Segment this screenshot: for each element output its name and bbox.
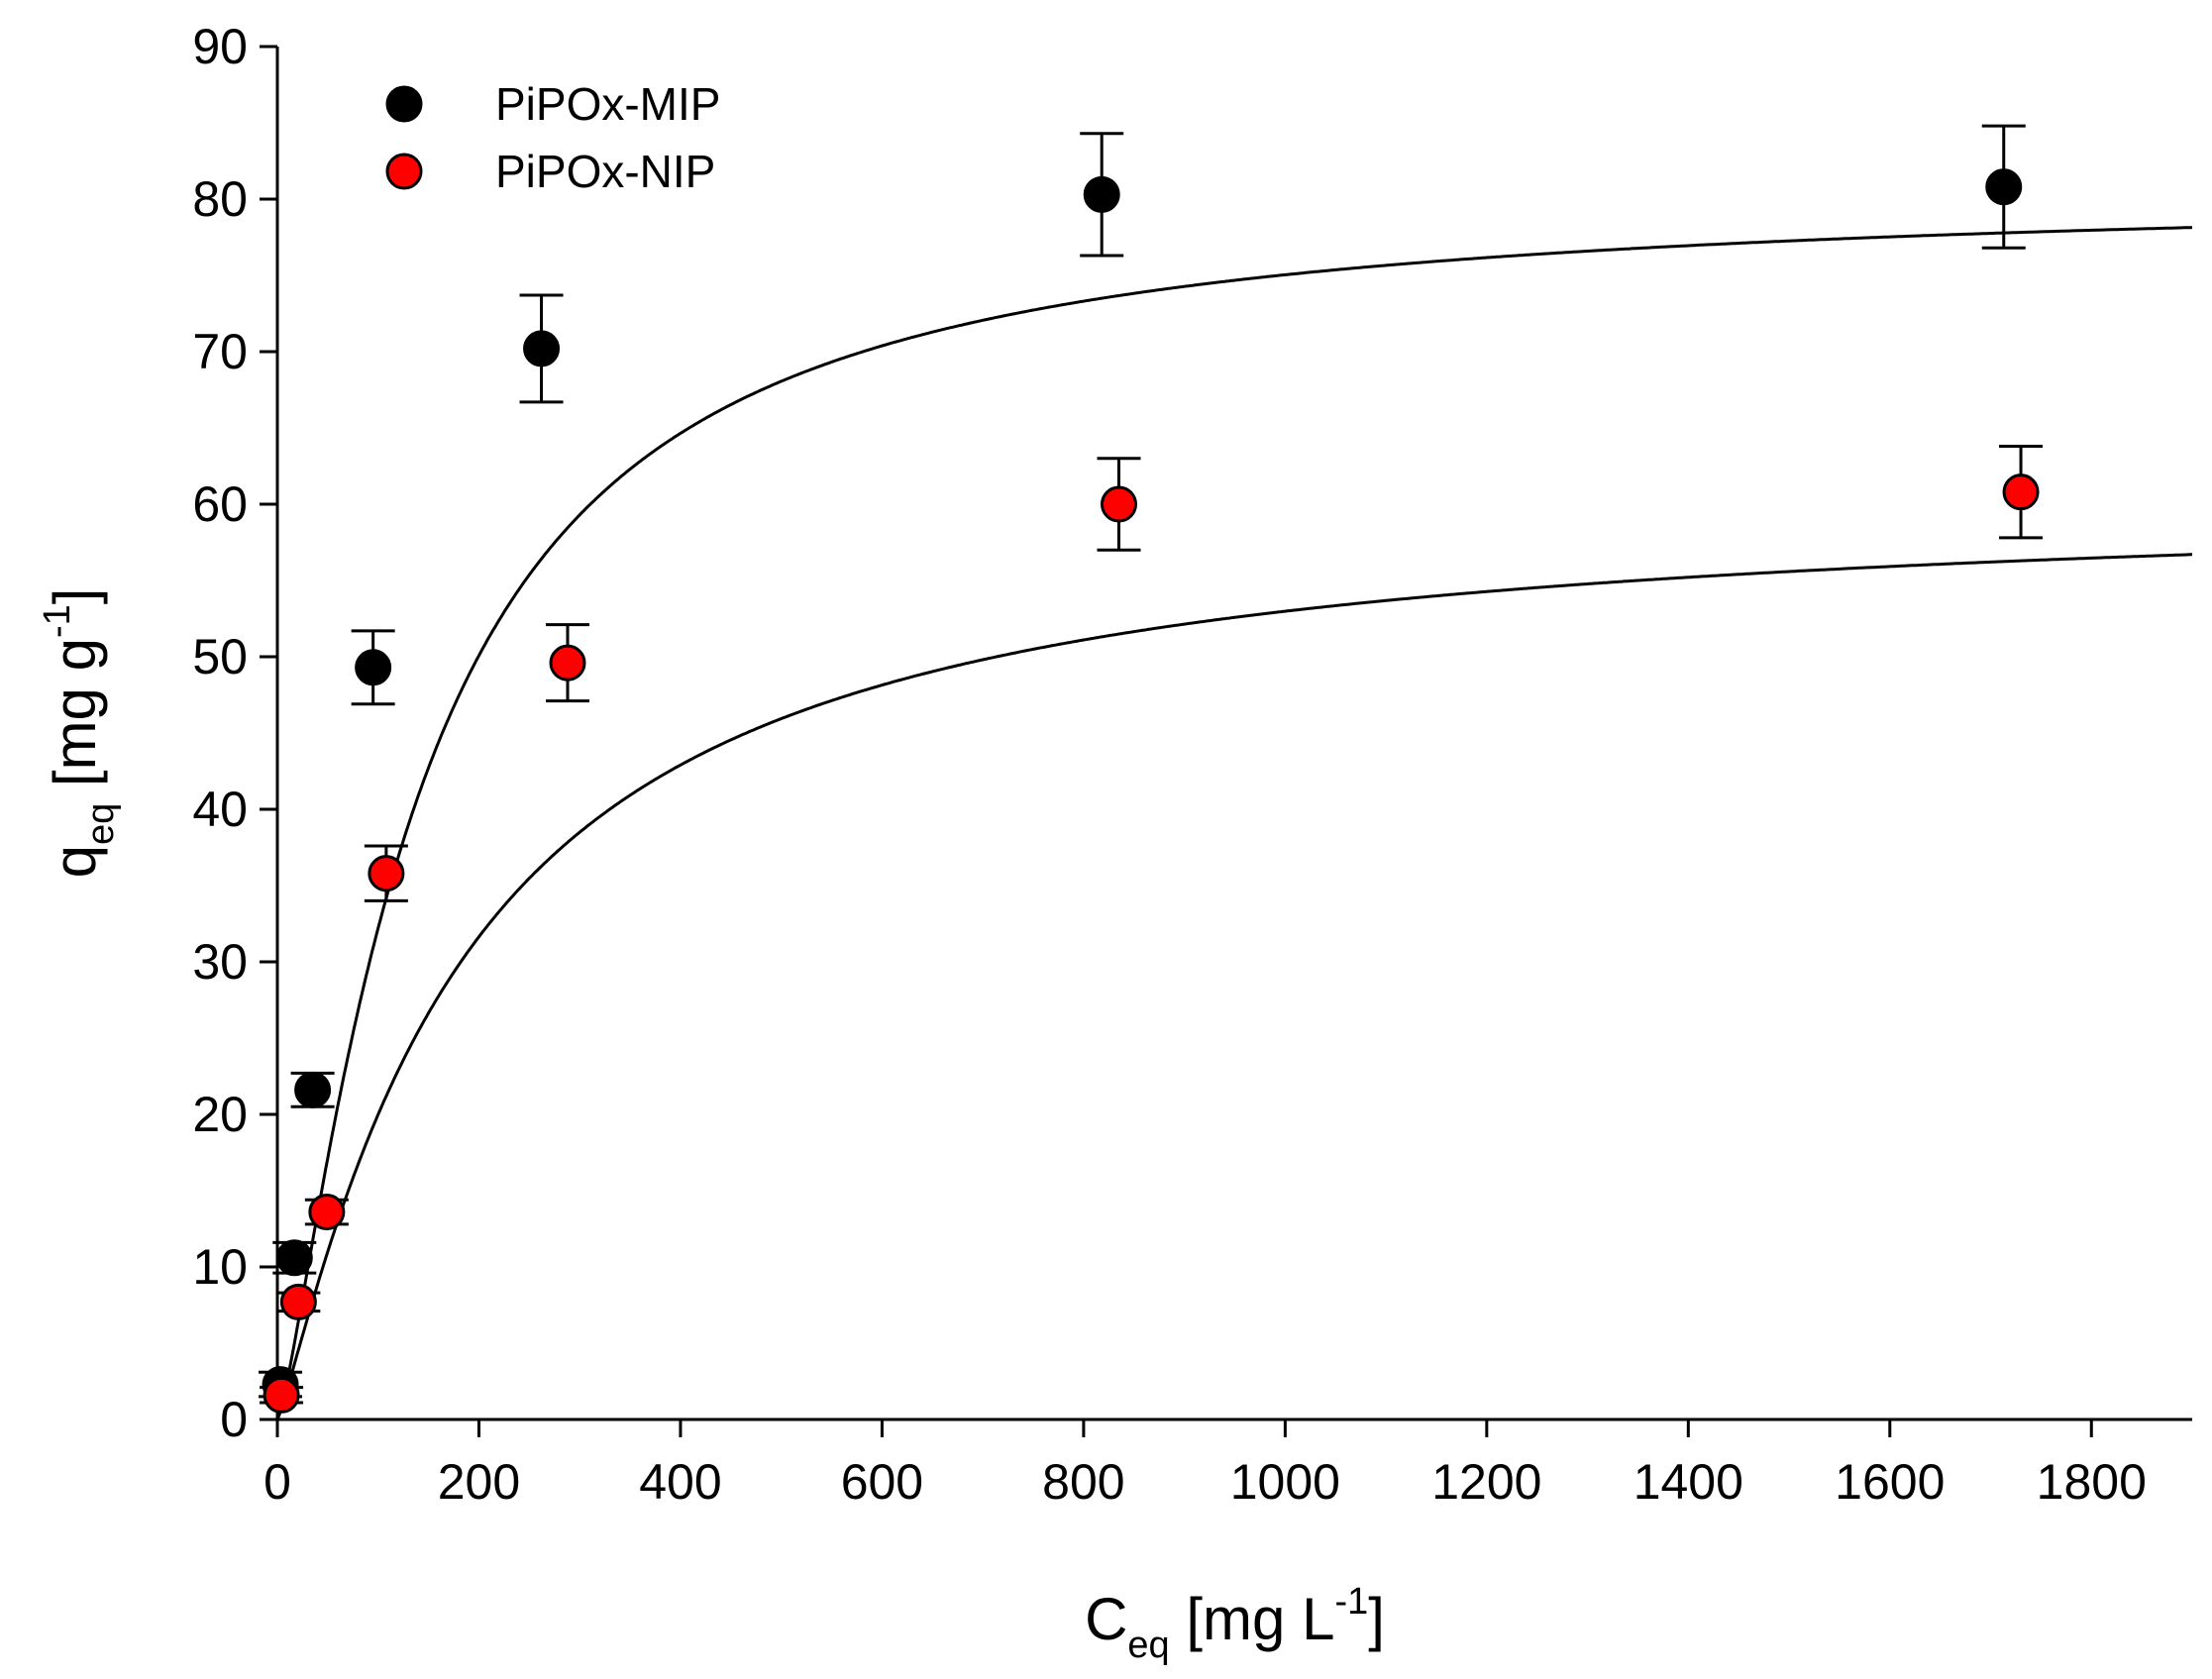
data-point-mip: [355, 649, 392, 686]
y-tick-label: 60: [192, 476, 248, 532]
fit-curve-mip: [275, 226, 2193, 1420]
data-point-mip: [275, 1239, 313, 1277]
legend-marker-nip: [385, 153, 423, 190]
axes: 0 200 400 600 800 1000 1200 1400 1600 1800 0 10 20 30…: [37, 19, 2192, 1666]
axis-title-sub: eq: [80, 803, 122, 845]
y-tick-label: 0: [220, 1392, 248, 1447]
y-tick-label: 80: [192, 171, 248, 227]
x-tick-label: 1400: [1633, 1454, 1743, 1510]
axis-title-end: ]: [42, 588, 108, 605]
y-tick-label: 50: [192, 629, 248, 684]
y-tick-label: 10: [192, 1239, 248, 1295]
legend-marker-mip: [385, 85, 423, 123]
data-point-mip: [294, 1071, 332, 1108]
data-point-nip: [308, 1194, 346, 1231]
data-point-mip: [1985, 168, 2023, 206]
axis-title-sup: -1: [37, 604, 78, 638]
x-tick-label: 1800: [2037, 1454, 2147, 1510]
x-tick-label: 600: [841, 1454, 923, 1510]
fit-curve-nip: [275, 553, 2192, 1420]
y-tick-label: 90: [192, 19, 248, 74]
data-point-nip: [263, 1376, 300, 1414]
data-point-nip: [1101, 485, 1138, 523]
x-tick-label: 1200: [1431, 1454, 1541, 1510]
x-tick-label: 1000: [1230, 1454, 1340, 1510]
legend-label-mip: PiPOx-MIP: [495, 78, 720, 130]
x-tick-label: 1600: [1835, 1454, 1945, 1510]
x-tick-label: 800: [1042, 1454, 1124, 1510]
x-tick-label: 400: [639, 1454, 721, 1510]
axis-title-unit: [mg L: [1170, 1586, 1335, 1652]
x-tick-label: 200: [438, 1454, 520, 1510]
y-tick-label: 20: [192, 1087, 248, 1142]
legend-label-nip: PiPOx-NIP: [495, 146, 715, 197]
y-axis-title: qeq [mg g-1]: [37, 588, 122, 879]
y-tick-label: 40: [192, 782, 248, 837]
axis-title-main: q: [42, 845, 108, 878]
data-point-mip: [523, 330, 561, 367]
axis-title-unit: [mg g: [42, 638, 108, 803]
y-tick-label: 70: [192, 324, 248, 379]
axis-title-end: ]: [1368, 1586, 1385, 1652]
data-point-nip: [549, 644, 586, 682]
y-tick-label: 30: [192, 934, 248, 990]
fit-curves: [275, 226, 2193, 1420]
data-point-nip: [368, 855, 405, 892]
data-point-mip: [1083, 175, 1120, 213]
axis-title-sup: -1: [1334, 1581, 1368, 1623]
x-axis-title: Ceq [mg L-1]: [1085, 1581, 1385, 1666]
data-point-nip: [2002, 473, 2040, 511]
x-tick-label: 0: [263, 1454, 291, 1510]
error-bars: [259, 124, 2044, 1405]
data-point-nip: [279, 1283, 317, 1320]
legend: PiPOx-MIP PiPOx-NIP: [385, 78, 720, 197]
axis-title-main: C: [1085, 1586, 1127, 1652]
axis-title-sub: eq: [1127, 1625, 1169, 1666]
data-points: [262, 168, 2040, 1414]
